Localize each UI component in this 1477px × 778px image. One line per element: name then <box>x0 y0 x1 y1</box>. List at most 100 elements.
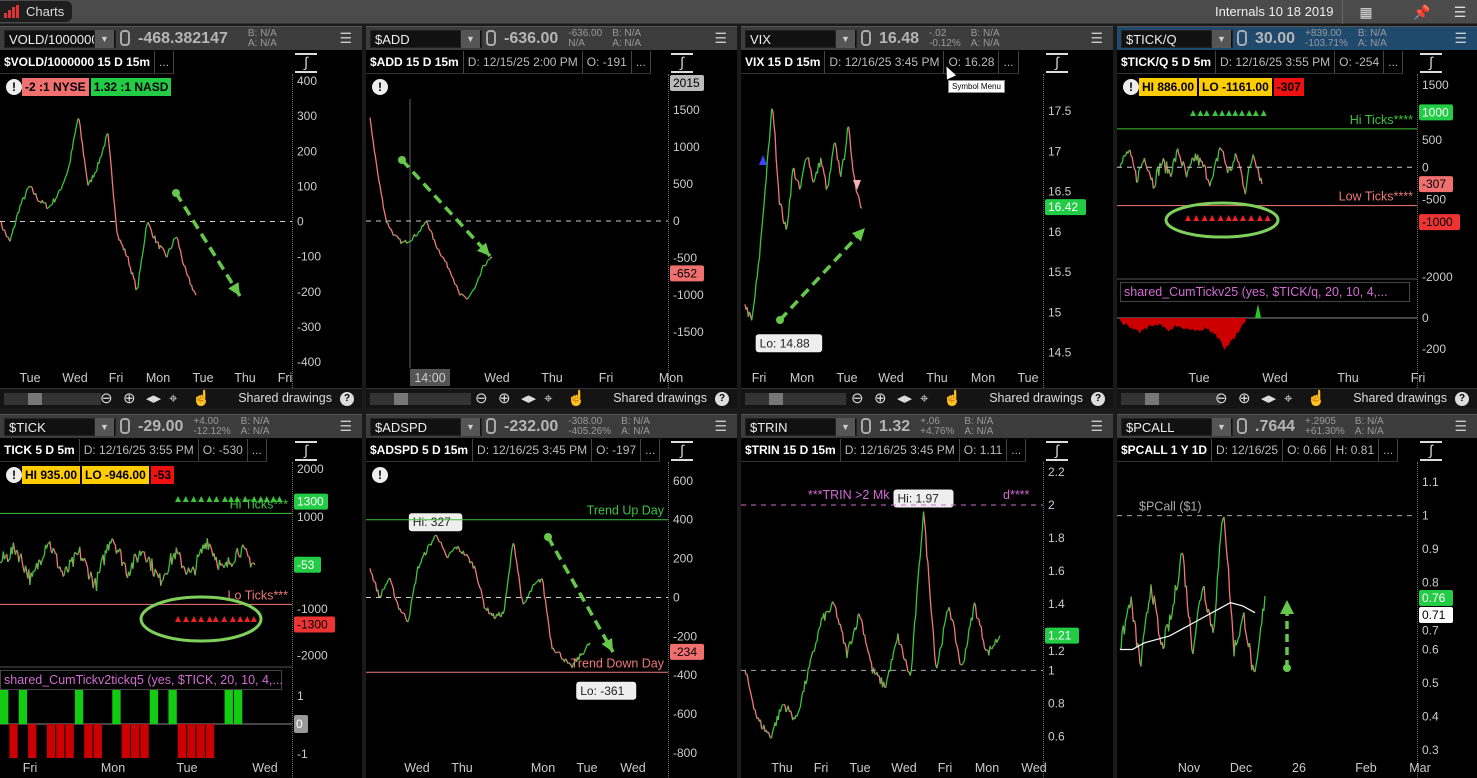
grid-icon[interactable]: ▦ <box>1359 4 1373 20</box>
style-icon[interactable]: ∫ <box>295 441 317 461</box>
badge: LO -946.00 <box>82 466 149 484</box>
style-icon[interactable]: ∫ <box>671 53 693 73</box>
pan-icon[interactable]: ◂▸ <box>1261 390 1277 407</box>
pointer-icon[interactable]: ☝ <box>1307 390 1326 407</box>
panel-menu-icon[interactable]: ☰ <box>1090 418 1103 434</box>
chevron-down-icon[interactable]: ▼ <box>94 418 114 436</box>
chart-field: H: 0.81 <box>1331 439 1380 461</box>
link-icon[interactable] <box>486 418 496 434</box>
zoom-out-icon[interactable]: ⊖ <box>1215 390 1228 407</box>
zoom-out-icon[interactable]: ⊖ <box>475 390 488 407</box>
alert-icon[interactable]: ! <box>6 79 22 95</box>
chart-field[interactable]: ... <box>155 51 175 73</box>
link-icon[interactable] <box>861 30 871 46</box>
shared-drawings-button[interactable]: Shared drawings <box>613 391 707 405</box>
pan-icon[interactable]: ◂▸ <box>146 390 162 407</box>
symbol-input[interactable]: $PCALL <box>1121 418 1233 436</box>
pointer-icon[interactable]: ☝ <box>192 390 211 407</box>
chart-field[interactable]: ... <box>248 439 267 461</box>
zoom-in-icon[interactable]: ⊕ <box>874 390 887 407</box>
chart-title-bar: VIX 15 D 15m D: 12/16/25 3:45 PM O: 16.28.… <box>741 51 1019 74</box>
pan-icon[interactable]: ◂▸ <box>521 390 537 407</box>
symbol-input[interactable]: $TICK/Q <box>1121 30 1233 48</box>
style-icon[interactable]: ∫ <box>1420 441 1442 461</box>
chevron-down-icon[interactable]: ▼ <box>94 30 114 48</box>
symbol-input[interactable]: $ADSPD <box>370 418 482 436</box>
zoom-out-icon[interactable]: ⊖ <box>851 390 864 407</box>
panel-menu-icon[interactable]: ☰ <box>714 418 727 434</box>
help-icon[interactable]: ? <box>1091 392 1105 406</box>
panel-menu-icon[interactable]: ☰ <box>1454 30 1467 46</box>
style-icon[interactable]: ∫ <box>295 53 317 73</box>
chart-field[interactable]: ... <box>1379 439 1399 461</box>
crosshair-icon[interactable]: ⌖ <box>544 390 553 407</box>
chart-field[interactable]: ... <box>999 51 1019 73</box>
chart-field[interactable]: ... <box>641 439 661 461</box>
chevron-down-icon[interactable]: ▼ <box>1211 30 1231 48</box>
shared-drawings-button[interactable]: Shared drawings <box>989 391 1083 405</box>
help-icon[interactable]: ? <box>340 392 354 406</box>
alert-icon[interactable]: ! <box>6 467 22 483</box>
link-icon[interactable] <box>1237 418 1247 434</box>
link-icon[interactable] <box>120 418 130 434</box>
link-icon[interactable] <box>486 30 496 46</box>
menu-icon[interactable]: ☰ <box>1453 4 1467 20</box>
panel-menu-icon[interactable]: ☰ <box>1090 30 1103 46</box>
shared-drawings-button[interactable]: Shared drawings <box>1353 391 1447 405</box>
scrollbar[interactable] <box>745 393 846 405</box>
link-icon[interactable] <box>1237 30 1247 46</box>
symbol-input[interactable]: $ADD <box>370 30 482 48</box>
symbol-input[interactable]: VIX <box>745 30 857 48</box>
alert-icon[interactable]: ! <box>372 79 388 95</box>
panel-menu-icon[interactable]: ☰ <box>714 30 727 46</box>
zoom-in-icon[interactable]: ⊕ <box>1238 390 1251 407</box>
charts-tab[interactable]: Charts <box>0 1 73 22</box>
pointer-icon[interactable]: ☝ <box>567 390 586 407</box>
chevron-down-icon[interactable]: ▼ <box>460 418 480 436</box>
zoom-in-icon[interactable]: ⊕ <box>123 390 136 407</box>
chart-panel: $ADD ▼ -636.00 -636.00 N/A B: N/A A: N/A ☰ $ADD … <box>366 26 737 408</box>
chevron-down-icon[interactable]: ▼ <box>460 30 480 48</box>
last-price: 1.32 <box>879 418 911 435</box>
help-icon[interactable]: ? <box>1455 392 1469 406</box>
quote-row: -636.00 -636.00 N/A B: N/A A: N/A <box>504 27 641 51</box>
alert-icon[interactable]: ! <box>372 467 388 483</box>
symbol-input[interactable]: VOLD/1000000 <box>4 30 116 48</box>
symbol-input[interactable]: $TRIN <box>745 418 857 436</box>
style-icon[interactable]: ∫ <box>1420 53 1442 73</box>
link-icon[interactable] <box>861 418 871 434</box>
panel-menu-icon[interactable]: ☰ <box>339 418 352 434</box>
panel-menu-icon[interactable]: ☰ <box>339 30 352 46</box>
chart-field[interactable]: ... <box>1384 51 1404 73</box>
scrollbar[interactable] <box>4 393 102 405</box>
last-price: -232.00 <box>504 418 559 435</box>
chart-field: D: 12/16/25 3:55 PM <box>80 439 199 461</box>
style-icon[interactable]: ∫ <box>671 441 693 461</box>
chevron-down-icon[interactable]: ▼ <box>835 30 855 48</box>
help-icon[interactable]: ? <box>715 392 729 406</box>
crosshair-icon[interactable]: ⌖ <box>920 390 929 407</box>
scrollbar[interactable] <box>1121 393 1221 405</box>
link-icon[interactable] <box>120 30 130 46</box>
crosshair-icon[interactable]: ⌖ <box>169 390 178 407</box>
chart-field[interactable]: ... <box>1007 439 1027 461</box>
panel-menu-icon[interactable]: ☰ <box>1454 418 1467 434</box>
crosshair-icon[interactable]: ⌖ <box>1284 390 1293 407</box>
style-icon[interactable]: ∫ <box>1046 441 1068 461</box>
chevron-down-icon[interactable]: ▼ <box>835 418 855 436</box>
layout-name[interactable]: Internals 10 18 2019 <box>1207 0 1343 24</box>
zoom-out-icon[interactable]: ⊖ <box>100 390 113 407</box>
chevron-down-icon[interactable]: ▼ <box>1211 418 1231 436</box>
chart-panel: $TRIN ▼ 1.32 +.06 +4.76% B: N/A A: N/A ☰ $TRIN 1… <box>741 414 1113 778</box>
pointer-icon[interactable]: ☝ <box>943 390 962 407</box>
style-icon[interactable]: ∫ <box>1046 53 1068 73</box>
zoom-in-icon[interactable]: ⊕ <box>498 390 511 407</box>
alert-icon[interactable]: ! <box>1123 79 1139 95</box>
axis-divider <box>1417 462 1418 778</box>
scrollbar[interactable] <box>370 393 471 405</box>
pan-icon[interactable]: ◂▸ <box>897 390 913 407</box>
pin-icon[interactable]: 📌 <box>1413 4 1431 20</box>
symbol-input[interactable]: $TICK <box>4 418 116 436</box>
shared-drawings-button[interactable]: Shared drawings <box>238 391 332 405</box>
chart-field[interactable]: ... <box>632 51 651 73</box>
